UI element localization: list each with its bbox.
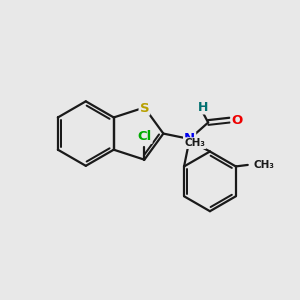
Text: Cl: Cl [137, 130, 152, 143]
Text: S: S [140, 102, 149, 115]
Text: N: N [184, 133, 195, 146]
Text: H: H [198, 100, 208, 113]
Text: CH₃: CH₃ [253, 160, 274, 170]
Text: O: O [232, 114, 243, 127]
Text: CH₃: CH₃ [184, 138, 206, 148]
